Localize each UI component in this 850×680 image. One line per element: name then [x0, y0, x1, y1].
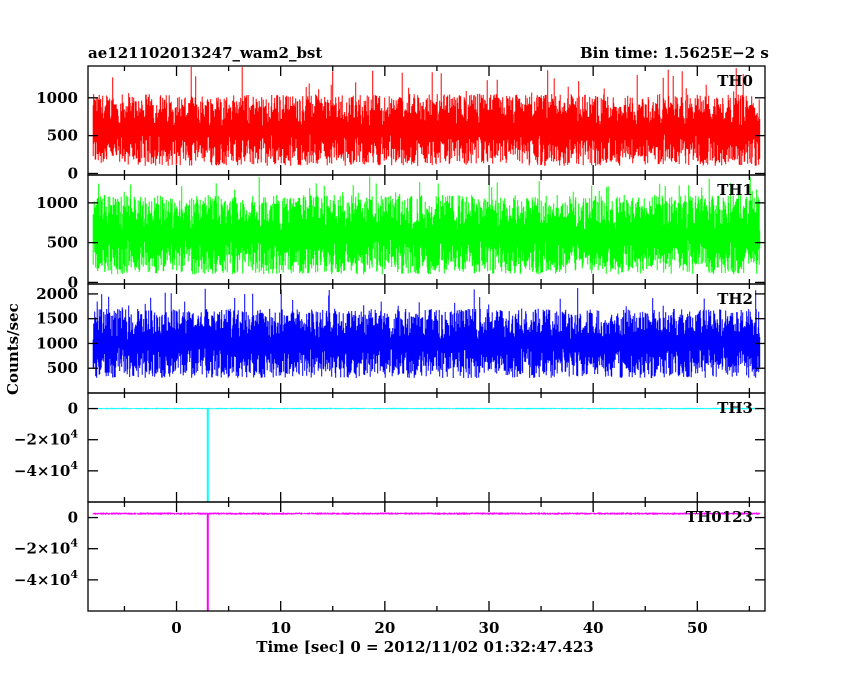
series-trace-th0	[92, 67, 761, 166]
panel-label-th0: TH0	[717, 72, 753, 90]
y-tick-label: −4×104	[14, 459, 78, 480]
series-trace-th3	[92, 407, 761, 410]
x-tick-label: 50	[687, 619, 708, 637]
y-tick-label: −4×104	[14, 568, 78, 589]
y-tick-label: 0	[68, 509, 78, 527]
x-axis-label: Time [sec] 0 = 2012/11/02 01:32:47.423	[256, 638, 594, 656]
y-tick-label: 0	[68, 164, 78, 182]
series-trace-th2	[92, 288, 761, 379]
bin-time-label: Bin time: 1.5625E−2 s	[580, 44, 769, 62]
panel-label-th2: TH2	[717, 290, 753, 308]
y-tick-label: 500	[47, 234, 78, 252]
y-tick-label: 1000	[36, 334, 78, 352]
panel-label-th3: TH3	[717, 399, 753, 417]
x-tick-label: 10	[270, 619, 291, 637]
chart-title: ae121102013247_wam2_bst	[88, 44, 323, 62]
y-tick-label: 0	[68, 400, 78, 418]
panel-frame-th0123	[87, 501, 766, 612]
x-tick-label: 20	[374, 619, 395, 637]
y-tick-label: 500	[47, 127, 78, 145]
y-tick-label: 1500	[36, 310, 78, 328]
y-tick-label: 1000	[36, 89, 78, 107]
panel-frame-th3	[87, 392, 766, 503]
y-tick-label: −2×104	[14, 537, 78, 558]
panel-label-th1: TH1	[717, 181, 753, 199]
y-tick-label: −2×104	[14, 428, 78, 449]
x-tick-label: 0	[171, 619, 181, 637]
x-tick-label: 40	[583, 619, 604, 637]
x-tick-label: 30	[479, 619, 500, 637]
series-trace-th0123	[92, 512, 761, 515]
y-tick-label: 0	[68, 273, 78, 291]
y-tick-label: 2000	[36, 285, 78, 303]
y-tick-label: 1000	[36, 194, 78, 212]
y-tick-label: 500	[47, 359, 78, 377]
series-trace-th1	[92, 176, 761, 275]
panel-label-th0123: TH0123	[686, 508, 753, 526]
